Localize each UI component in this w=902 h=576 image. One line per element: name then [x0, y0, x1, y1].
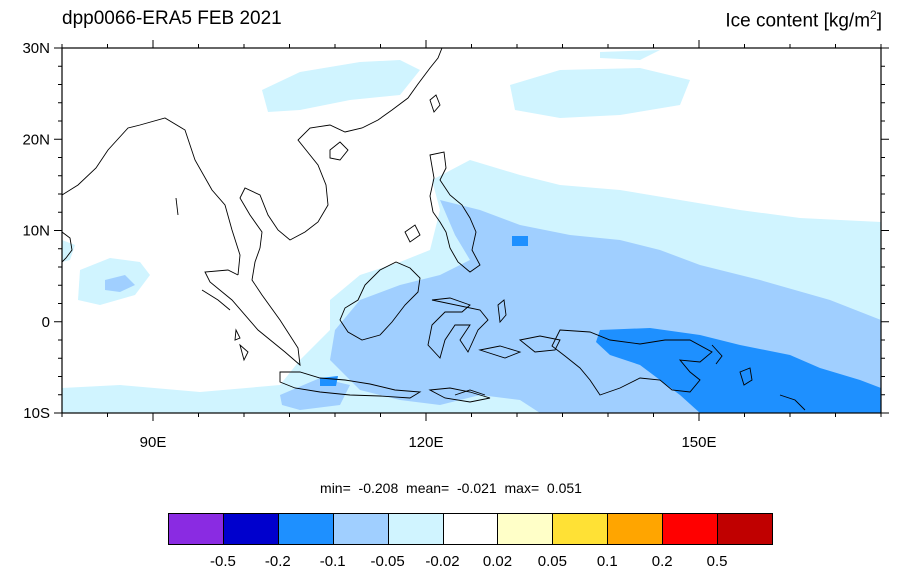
colorbar-label: 0.5 — [706, 553, 728, 570]
lat-tick-label: 10S — [23, 405, 50, 422]
colorbar-label: 0.05 — [537, 553, 567, 570]
colorbar-box — [552, 513, 609, 545]
lon-ticks: 90E 120E 150E — [140, 40, 717, 451]
minor-ticks — [58, 44, 885, 417]
field-statistics: min= -0.208 mean= -0.021 max= 0.051 — [0, 480, 902, 496]
stat-max-value: 0.051 — [546, 480, 582, 496]
stat-max-label: max= — [504, 480, 540, 496]
stat-mean-label: mean= — [406, 480, 450, 496]
colorbar-label: 0.1 — [596, 553, 618, 570]
coastlines — [62, 48, 806, 411]
colorbar-box — [662, 513, 719, 545]
colorbar-box — [277, 513, 334, 545]
colorbar-box — [442, 513, 499, 545]
colorbar-box — [387, 513, 444, 545]
lon-tick-label: 120E — [408, 434, 443, 451]
lat-tick-label: 0 — [42, 314, 50, 331]
lat-ticks: 30N 20N 10N 0 10S — [22, 40, 889, 422]
colorbar-label: -0.05 — [370, 553, 405, 570]
ice-content-field — [62, 50, 881, 413]
colorbar-label: -0.2 — [264, 553, 291, 570]
lat-tick-label: 30N — [22, 40, 50, 57]
colorbar-box — [497, 513, 554, 545]
map-plot: 90E 120E 150E 30N 20N 10N 0 10S — [22, 40, 889, 451]
colorbar-box — [168, 513, 224, 545]
stat-min-value: -0.208 — [358, 480, 399, 496]
variable-title-text: Ice content [kg/m — [725, 10, 871, 32]
map-title: dpp0066-ERA5 FEB 2021 — [62, 8, 282, 29]
variable-unit-exponent: 2 — [870, 8, 877, 22]
colorbar-box — [607, 513, 664, 545]
colorbar-label: -0.1 — [319, 553, 346, 570]
colorbar-box — [332, 513, 389, 545]
colorbar-label: 0.2 — [651, 553, 673, 570]
stat-min-label: min= — [320, 480, 351, 496]
colorbar-label: -0.02 — [425, 553, 460, 570]
colorbar-box — [717, 513, 773, 545]
lat-tick-label: 10N — [22, 223, 50, 240]
stat-mean-value: -0.021 — [457, 480, 497, 496]
lon-tick-label: 90E — [140, 434, 167, 451]
variable-title: Ice content [kg/m2] — [725, 8, 882, 32]
colorbar — [168, 513, 773, 545]
plot-frame: 90E 120E 150E 30N 20N 10N 0 10S — [22, 40, 889, 451]
colorbar-label: 0.02 — [482, 553, 513, 570]
variable-title-close: ] — [876, 10, 882, 32]
lon-tick-label: 150E — [681, 434, 716, 451]
lat-tick-label: 20N — [22, 131, 50, 148]
colorbar-box — [222, 513, 279, 545]
colorbar-label: -0.5 — [209, 553, 236, 570]
